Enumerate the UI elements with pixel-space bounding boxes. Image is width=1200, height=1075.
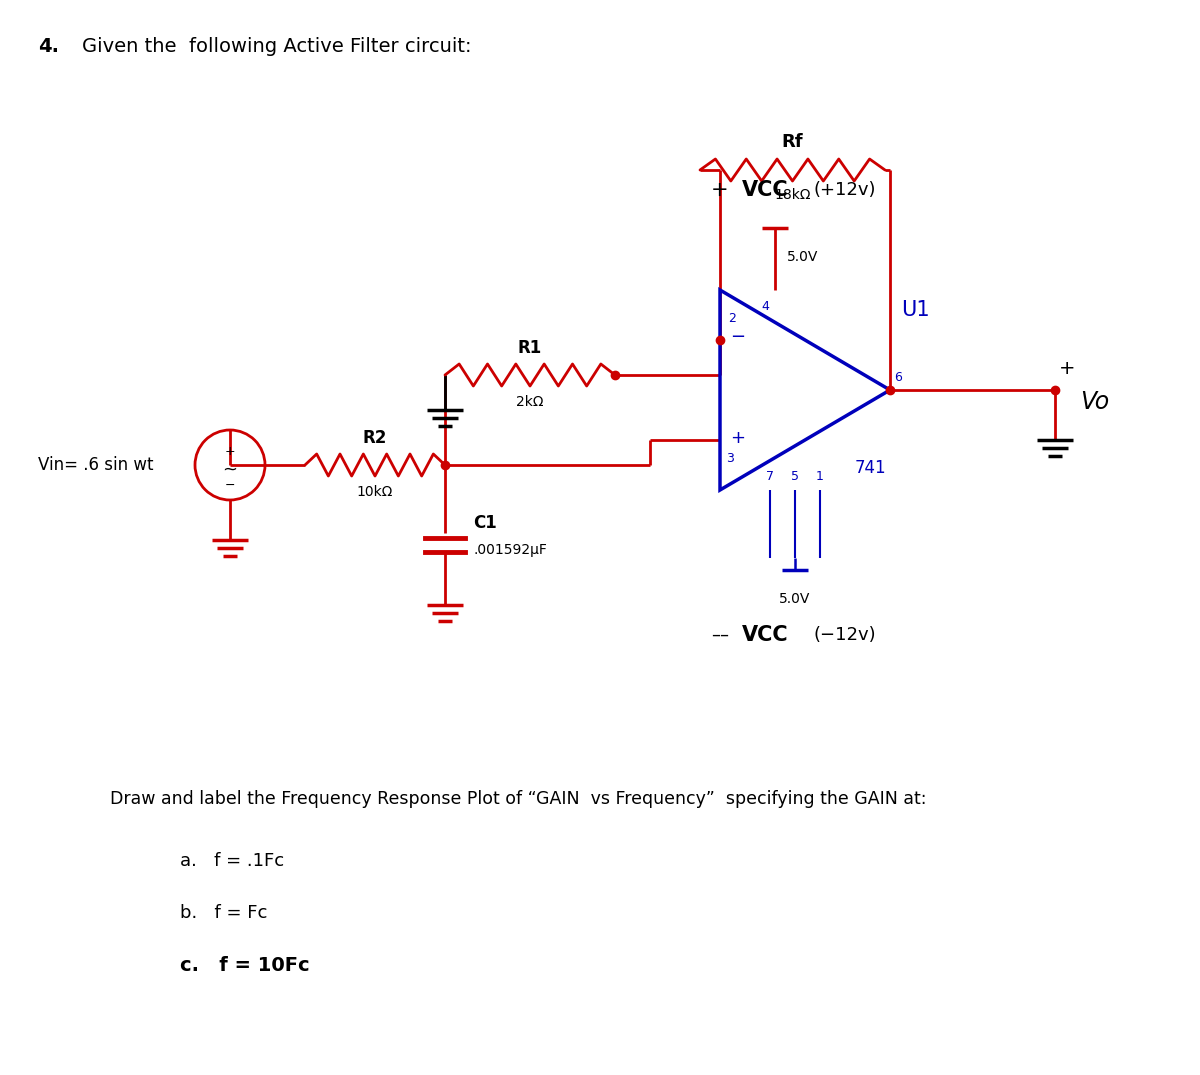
Text: Given the  following Active Filter circuit:: Given the following Active Filter circui… [82,37,472,56]
Text: VCC: VCC [742,180,788,200]
Text: +: + [731,429,745,447]
Text: +: + [224,444,235,458]
Text: 741: 741 [854,459,886,477]
Text: VCC: VCC [742,625,788,645]
Text: C1: C1 [473,514,497,532]
Text: 2: 2 [728,312,736,325]
Text: 4.: 4. [38,37,59,56]
Text: 2kΩ: 2kΩ [516,395,544,408]
Text: c.   f = 10Fc: c. f = 10Fc [180,956,310,975]
Text: ––: –– [712,626,730,644]
Text: 7: 7 [766,470,774,483]
Text: +: + [712,180,728,200]
Text: 5.0V: 5.0V [779,592,811,606]
Text: 18kΩ: 18kΩ [774,188,811,202]
Text: Draw and label the Frequency Response Plot of “GAIN  vs Frequency”  specifying t: Draw and label the Frequency Response Pl… [110,790,926,808]
Text: 6: 6 [894,371,902,384]
Text: U1: U1 [901,300,929,320]
Text: Vin= .6 sin wt: Vin= .6 sin wt [38,456,154,474]
Text: b.   f = Fc: b. f = Fc [180,904,268,922]
Text: +: + [1058,358,1075,377]
Text: (−12v): (−12v) [814,626,876,644]
Text: Vo: Vo [1080,390,1109,414]
Text: 10kΩ: 10kΩ [356,485,394,499]
Text: 5.0V: 5.0V [787,250,818,264]
Text: −: − [731,328,745,346]
Text: R2: R2 [362,429,388,447]
Text: 4: 4 [761,300,769,313]
Text: 1: 1 [816,470,824,483]
Text: a.   f = .1Fc: a. f = .1Fc [180,852,284,870]
Text: .001592μF: .001592μF [473,543,547,557]
Text: −: − [224,478,235,491]
Text: R1: R1 [518,339,542,357]
Text: 5: 5 [791,470,799,483]
Text: 3: 3 [726,452,734,465]
Text: Rf: Rf [781,133,803,151]
Text: ~: ~ [222,461,238,479]
Text: (+12v): (+12v) [814,181,876,199]
